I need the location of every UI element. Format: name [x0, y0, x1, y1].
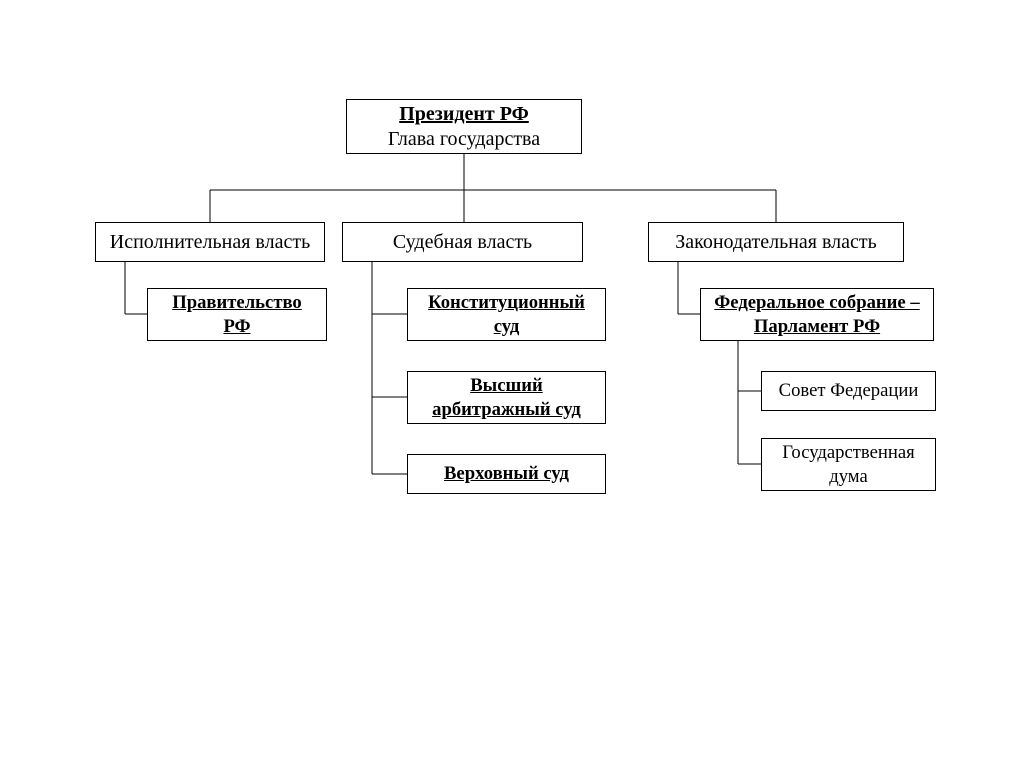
node-arbitration-court: Высший арбитражный суд [407, 371, 606, 424]
government-line1: Правительство [172, 291, 302, 314]
const-court-line2: суд [494, 315, 520, 338]
node-legislative: Законодательная власть [648, 222, 904, 262]
judicial-label: Судебная власть [393, 230, 532, 255]
president-subtitle: Глава государства [388, 127, 540, 152]
fed-assembly-line2: Парламент РФ [754, 315, 880, 338]
president-title: Президент РФ [399, 102, 529, 127]
executive-label: Исполнительная власть [110, 230, 310, 255]
node-federal-assembly: Федеральное собрание – Парламент РФ [700, 288, 934, 341]
node-judicial: Судебная власть [342, 222, 583, 262]
node-government: Правительство РФ [147, 288, 327, 341]
const-court-line1: Конституционный [428, 291, 585, 314]
duma-line1: Государственная [782, 441, 914, 464]
node-federation-council: Совет Федерации [761, 371, 936, 411]
org-chart: Президент РФ Глава государства Исполните… [0, 0, 1024, 767]
node-supreme-court: Верховный суд [407, 454, 606, 494]
node-constitutional-court: Конституционный суд [407, 288, 606, 341]
node-executive: Исполнительная власть [95, 222, 325, 262]
node-president: Президент РФ Глава государства [346, 99, 582, 154]
arbitration-line2: арбитражный суд [432, 398, 581, 421]
duma-line2: дума [829, 465, 868, 488]
legislative-label: Законодательная власть [675, 230, 877, 255]
council-label: Совет Федерации [779, 379, 919, 402]
node-state-duma: Государственная дума [761, 438, 936, 491]
arbitration-line1: Высший [470, 374, 543, 397]
fed-assembly-line1: Федеральное собрание – [714, 291, 919, 314]
supreme-line1: Верховный суд [444, 462, 569, 485]
government-line2: РФ [223, 315, 250, 338]
